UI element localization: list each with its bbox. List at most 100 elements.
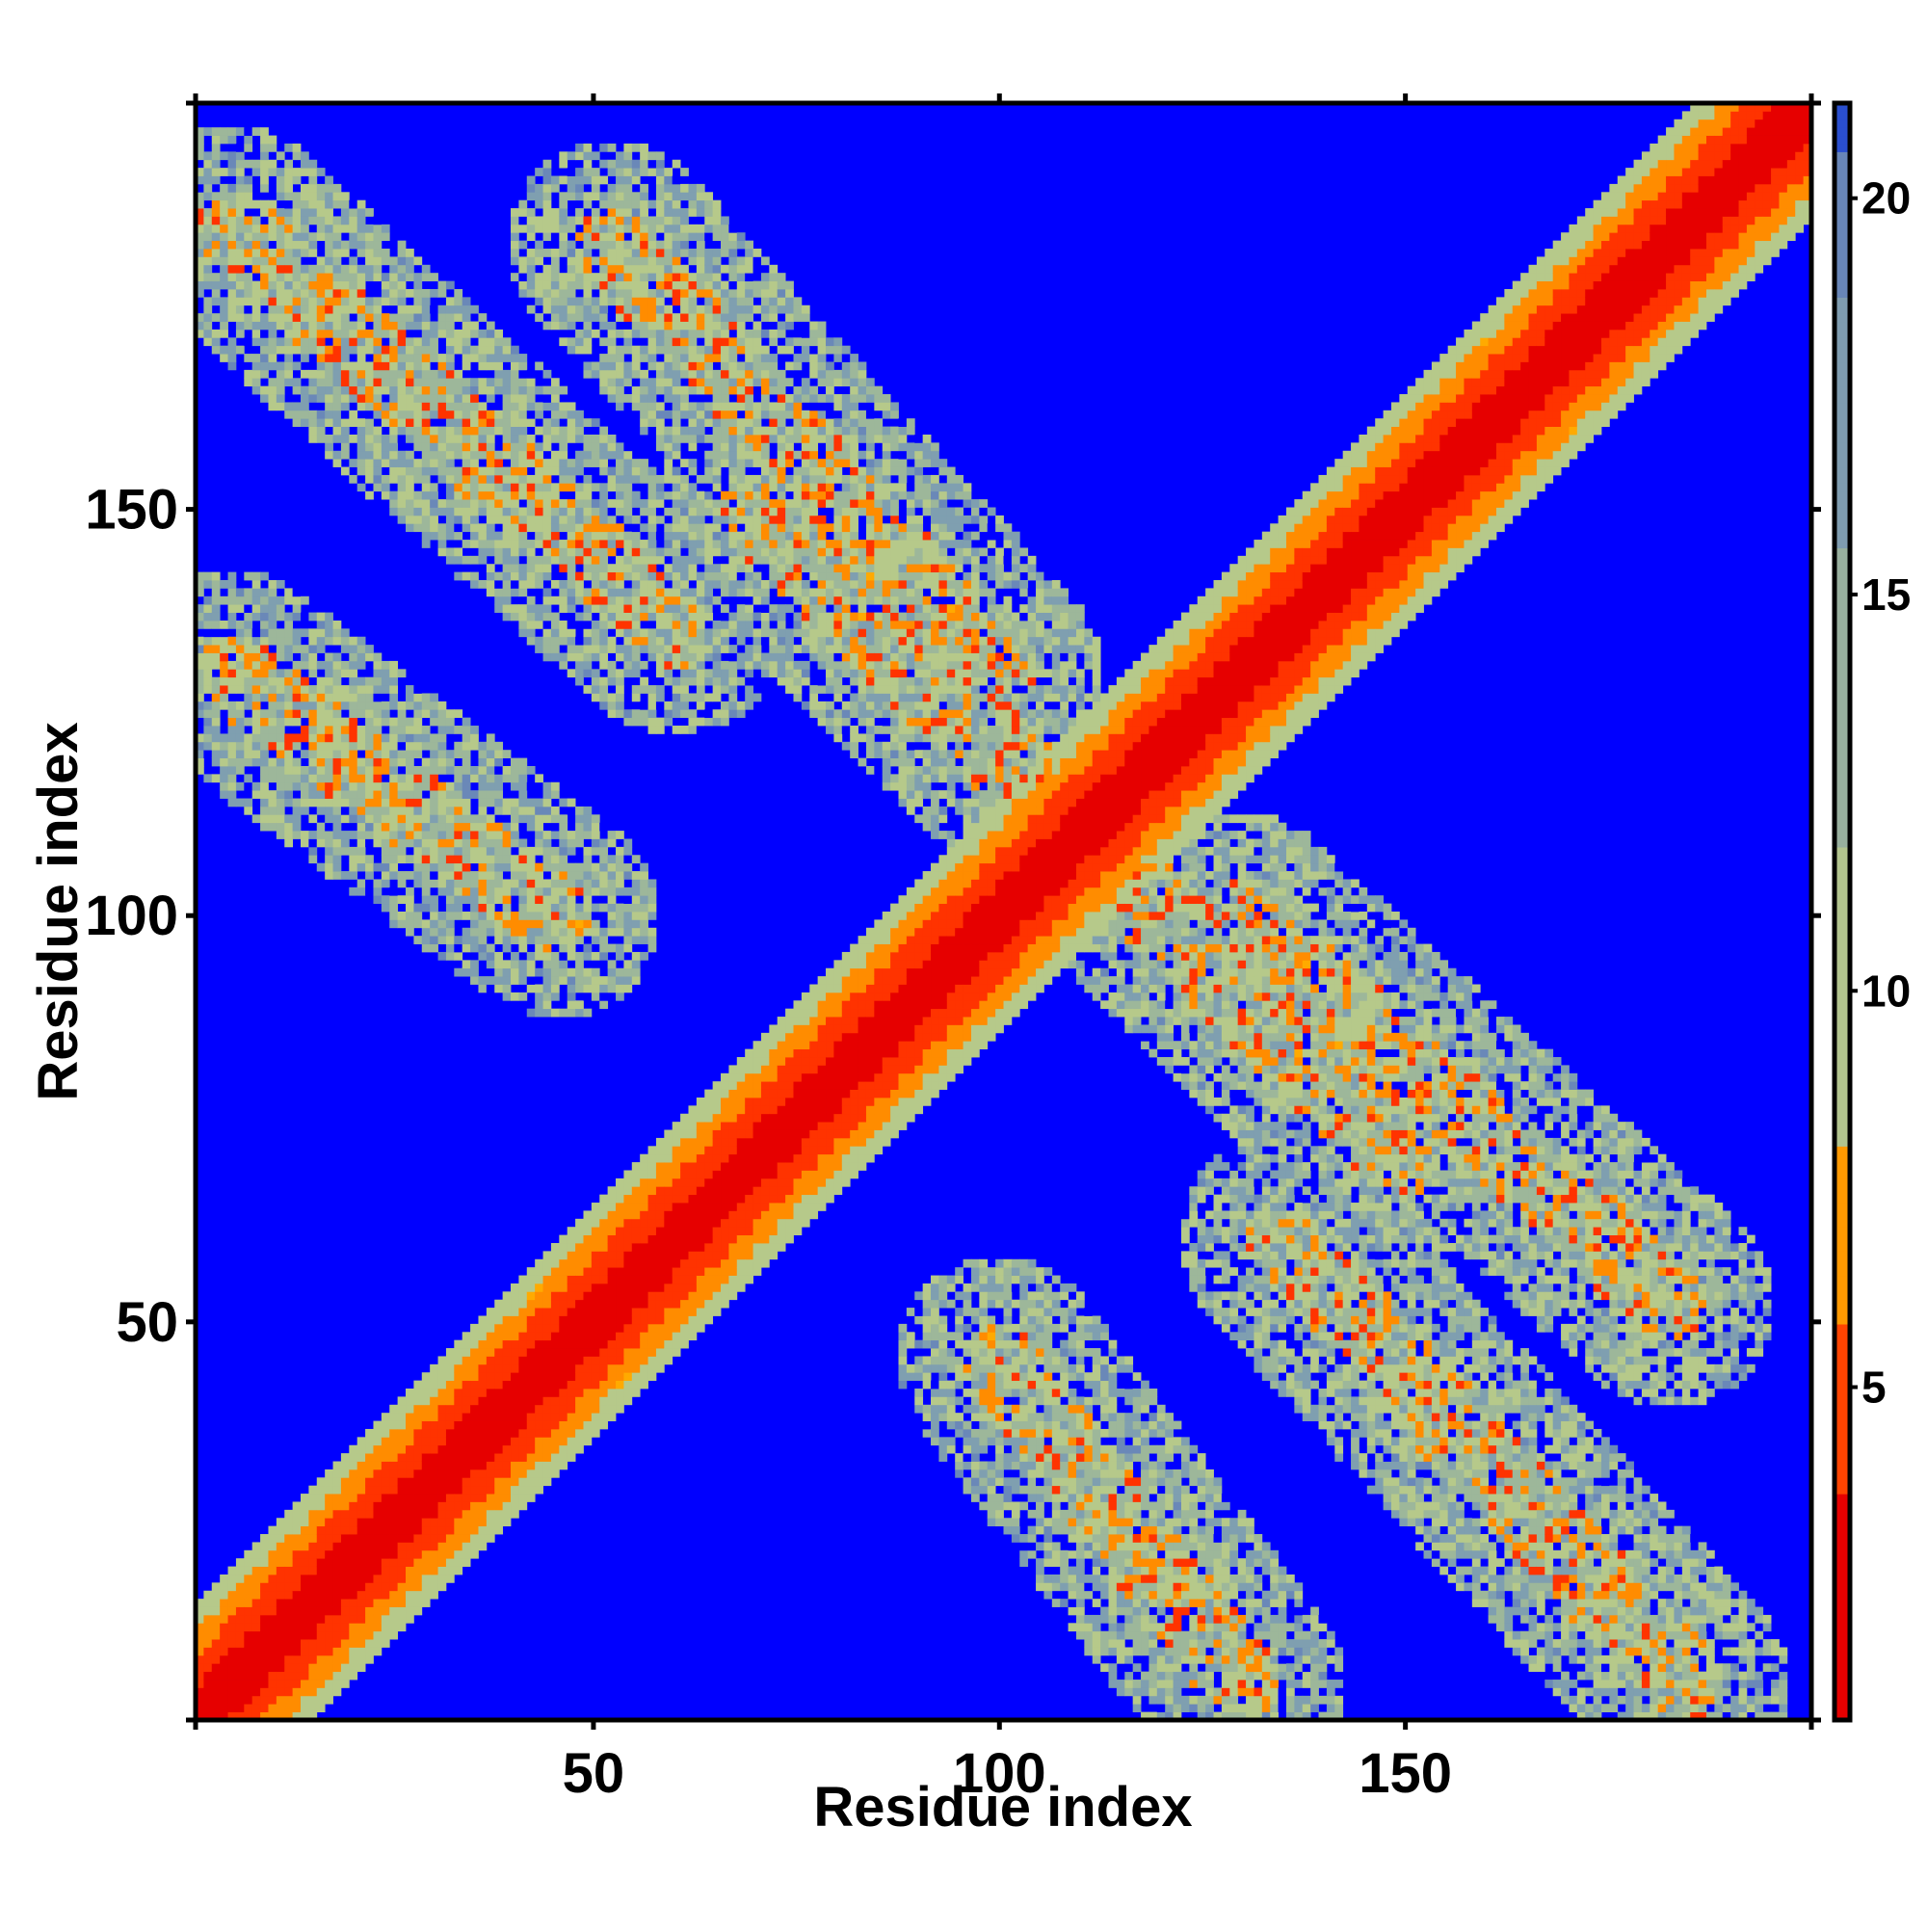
heatmap-cell xyxy=(220,199,228,209)
heatmap-cell xyxy=(381,459,390,467)
heatmap-cell xyxy=(616,304,624,314)
heatmap-cell xyxy=(413,709,423,719)
heatmap-cell xyxy=(437,757,447,767)
heatmap-cell xyxy=(260,1558,269,1567)
heatmap-cell xyxy=(454,1437,463,1446)
heatmap-cell xyxy=(647,580,657,589)
heatmap-cell xyxy=(518,912,528,920)
heatmap-cell xyxy=(623,490,633,500)
heatmap-cell xyxy=(373,790,383,799)
heatmap-cell xyxy=(470,1389,479,1397)
heatmap-cell xyxy=(437,499,447,508)
heatmap-cell xyxy=(454,1485,463,1495)
heatmap-cell xyxy=(607,1299,617,1309)
heatmap-cell xyxy=(301,1599,309,1607)
heatmap-cell xyxy=(640,1323,648,1333)
heatmap-cell xyxy=(640,701,648,710)
heatmap-cell xyxy=(381,765,390,775)
heatmap-cell xyxy=(518,434,528,443)
heatmap-cell xyxy=(196,1599,204,1607)
heatmap-cell xyxy=(430,733,438,743)
heatmap-cell xyxy=(268,1654,277,1664)
heatmap-cell xyxy=(251,264,261,274)
heatmap-cell xyxy=(340,1680,350,1688)
heatmap-cell xyxy=(365,806,374,815)
heatmap-cell xyxy=(550,1469,560,1478)
heatmap-cell xyxy=(518,378,528,387)
heatmap-cell xyxy=(518,426,528,436)
heatmap-cell xyxy=(325,1509,333,1519)
heatmap-cell xyxy=(381,1574,390,1583)
heatmap-cell xyxy=(583,1380,593,1389)
heatmap-cell xyxy=(332,1680,342,1688)
heatmap-cell xyxy=(550,1275,560,1284)
heatmap-cell xyxy=(406,693,414,702)
heatmap-cell xyxy=(421,887,431,896)
heatmap-cell xyxy=(381,345,390,355)
heatmap-cell xyxy=(542,474,552,484)
heatmap-cell xyxy=(591,936,600,944)
heatmap-cell xyxy=(518,1501,528,1511)
heatmap-cell xyxy=(389,1606,399,1616)
heatmap-cell xyxy=(220,1606,228,1616)
heatmap-cell xyxy=(591,879,600,888)
heatmap-cell xyxy=(196,264,204,274)
heatmap-cell xyxy=(413,814,423,824)
heatmap-cell xyxy=(332,685,342,694)
heatmap-cell xyxy=(623,660,633,670)
heatmap-cell xyxy=(502,450,512,460)
heatmap-cell xyxy=(502,1308,512,1316)
heatmap-cell xyxy=(284,280,294,290)
heatmap-cell xyxy=(647,1315,657,1325)
heatmap-cell xyxy=(535,1485,543,1495)
heatmap-cell xyxy=(373,442,383,452)
heatmap-cell xyxy=(559,426,568,436)
heatmap-cell xyxy=(494,410,504,419)
heatmap-cell xyxy=(478,1363,488,1373)
heatmap-cell xyxy=(567,571,576,581)
heatmap-cell xyxy=(196,199,204,209)
heatmap-cell xyxy=(340,660,350,670)
heatmap-cell xyxy=(607,1267,617,1276)
heatmap-cell xyxy=(462,321,471,331)
heatmap-cell xyxy=(292,676,302,686)
heatmap-cell xyxy=(349,418,358,427)
heatmap-cell xyxy=(607,580,617,589)
heatmap-cell xyxy=(430,717,438,727)
heatmap-cell xyxy=(276,628,285,638)
heatmap-cell xyxy=(196,636,204,646)
heatmap-cell xyxy=(340,321,350,331)
heatmap-cell xyxy=(550,992,560,1001)
heatmap-cell xyxy=(454,507,463,516)
heatmap-cell xyxy=(623,159,633,169)
heatmap-cell xyxy=(349,790,358,799)
heatmap-cell xyxy=(406,490,414,500)
heatmap-cell xyxy=(276,781,285,791)
heatmap-cell xyxy=(235,232,245,242)
heatmap-cell xyxy=(583,669,593,678)
heatmap-cell xyxy=(316,304,326,314)
heatmap-cell xyxy=(542,1444,552,1454)
heatmap-cell xyxy=(437,741,447,751)
heatmap-cell xyxy=(575,1356,584,1365)
heatmap-cell xyxy=(251,1687,261,1697)
heatmap-cell xyxy=(526,1323,536,1333)
heatmap-cell xyxy=(301,183,309,193)
heatmap-cell xyxy=(445,1549,455,1559)
heatmap-cell xyxy=(211,604,221,613)
heatmap-cell xyxy=(607,1227,617,1235)
heatmap-cell xyxy=(454,329,463,338)
heatmap-cell xyxy=(365,1574,374,1583)
heatmap-cell xyxy=(332,1574,342,1583)
heatmap-cell xyxy=(301,628,309,638)
heatmap-cell xyxy=(511,1413,519,1421)
heatmap-cell xyxy=(421,483,431,492)
heatmap-cell xyxy=(268,595,277,605)
heatmap-cell xyxy=(260,1654,269,1664)
heatmap-cell xyxy=(381,838,390,848)
heatmap-cell xyxy=(462,741,471,751)
heatmap-cell xyxy=(381,410,390,419)
heatmap-cell xyxy=(542,1251,552,1260)
heatmap-cell xyxy=(494,507,504,516)
heatmap-cell xyxy=(494,1339,504,1349)
